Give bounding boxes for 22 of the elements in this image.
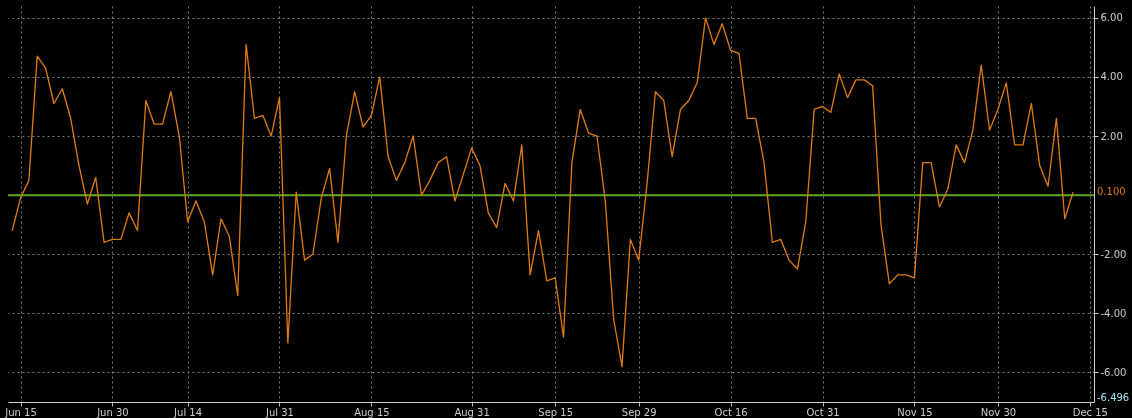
y-tick-label: -6.00 [1100,366,1127,378]
y-tick-label: -2.00 [1100,248,1127,260]
x-tick-label: Jun 15 [4,406,37,418]
text: -6.496 [1097,392,1130,403]
text: 0.100 [1097,186,1126,198]
y-tick-label: 4.00 [1100,71,1123,83]
y-tick-label: 6.00 [1100,12,1123,24]
x-tick-label: Aug 31 [454,406,490,418]
x-tick-label: Dec 15 [1072,406,1108,418]
y-tick-label: 2.00 [1100,130,1123,142]
y-tick-label: -4.00 [1100,307,1127,319]
x-tick-label: Nov 15 [897,406,933,418]
x-tick-label: Sep 15 [538,406,574,418]
line-series [11,17,1074,368]
x-tick-label: Jul 31 [265,406,294,418]
x-tick-label: Jul 14 [173,406,203,418]
x-tick-label: Aug 15 [354,406,390,418]
x-tick-label: Sep 29 [621,406,657,418]
x-tick-label: Oct 16 [714,406,748,418]
x-tick-label: Oct 31 [806,406,840,418]
x-tick-label: Jun 30 [96,406,129,418]
x-tick-label: Nov 30 [980,406,1017,418]
